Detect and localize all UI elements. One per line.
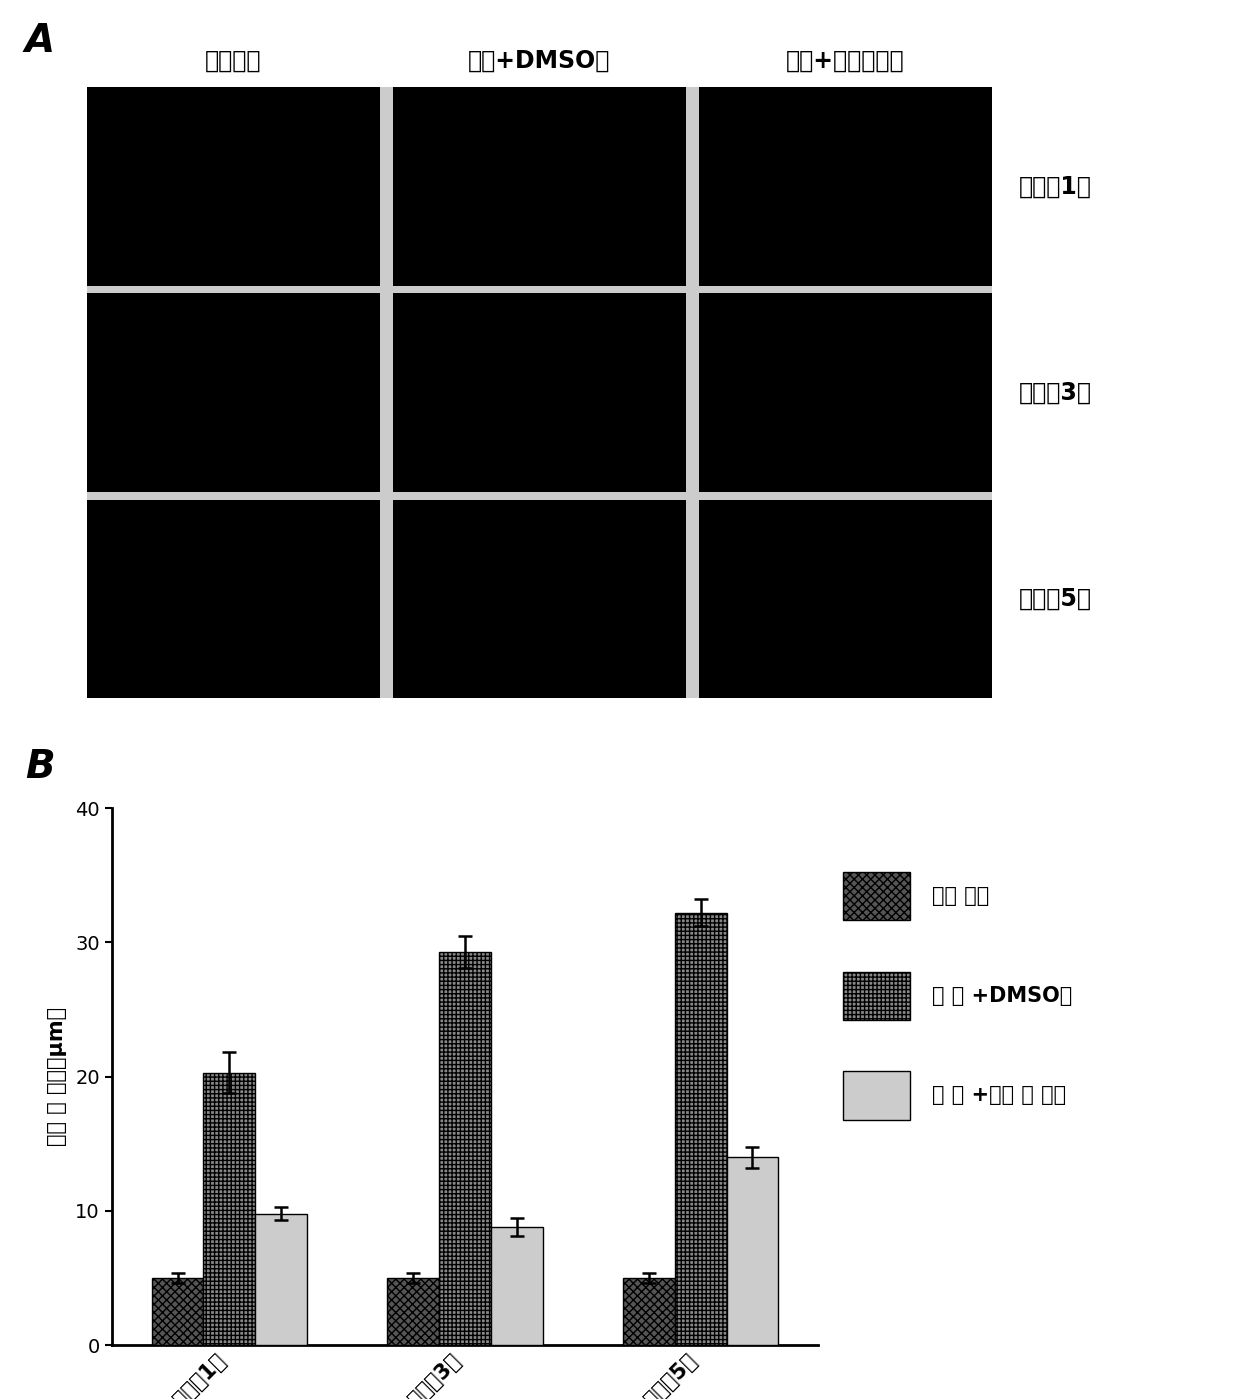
Text: 照后第5天: 照后第5天 (1019, 588, 1092, 611)
Bar (698, 87, 992, 287)
Text: A: A (25, 22, 55, 60)
Text: 照射+格列本驿组: 照射+格列本驿组 (786, 49, 904, 73)
Text: 照后第3天: 照后第3天 (1019, 381, 1092, 404)
Bar (698, 499, 992, 698)
Text: B: B (25, 747, 55, 786)
Text: 照后第1天: 照后第1天 (1019, 175, 1092, 199)
Bar (87, 499, 381, 698)
Bar (393, 87, 686, 287)
Bar (87, 87, 381, 287)
Bar (698, 294, 992, 492)
Bar (87, 87, 992, 698)
Bar (393, 294, 686, 492)
Text: 照射+DMSO组: 照射+DMSO组 (469, 49, 610, 73)
Bar (87, 294, 381, 492)
Text: 未照射组: 未照射组 (206, 49, 262, 73)
Bar (393, 499, 686, 698)
